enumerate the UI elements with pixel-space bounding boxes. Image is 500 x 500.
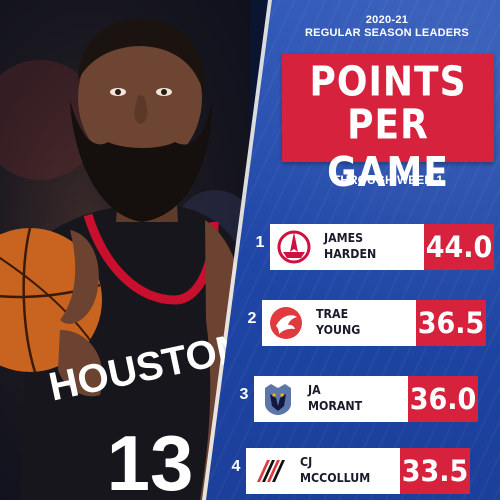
team-logo-box <box>262 300 310 346</box>
team-logo-box <box>246 448 294 494</box>
points-value: 44.0 <box>425 230 493 265</box>
player-first-name: JAMES <box>324 231 364 245</box>
player-first-name: TRAE <box>316 307 349 321</box>
leaders-label: REGULAR SEASON LEADERS <box>305 27 469 39</box>
player-last-name: YOUNG <box>316 323 361 337</box>
rank-number: 3 <box>239 386 249 403</box>
title-line-2: PER GAME <box>327 101 449 197</box>
season-label: 2020-21 <box>365 14 409 26</box>
player-name-box: TRAE YOUNG <box>310 300 416 346</box>
rank-number: 2 <box>247 310 257 327</box>
title-line-1: POINTS <box>309 58 467 107</box>
points-value-box: 36.0 <box>408 376 478 422</box>
blazers-logo-icon <box>253 454 287 488</box>
jersey-number: 13 <box>107 419 194 500</box>
player-name-box: JA MORANT <box>302 376 408 422</box>
player-last-name: HARDEN <box>324 247 377 261</box>
player-first-name: CJ <box>300 455 313 469</box>
points-value-box: 36.5 <box>416 300 486 346</box>
rank-number: 1 <box>255 234 265 251</box>
player-name-box: CJ MCCOLLUM <box>294 448 400 494</box>
hawks-logo-icon <box>270 307 302 339</box>
player-first-name: JA <box>308 383 321 397</box>
team-logo-box <box>254 376 302 422</box>
rank-number: 4 <box>231 458 241 475</box>
points-value-box: 44.0 <box>424 224 494 270</box>
points-value-box: 33.5 <box>400 448 470 494</box>
player-last-name: MORANT <box>308 399 363 413</box>
subtitle: THROUGH WEEK 1 <box>332 173 443 187</box>
points-value: 33.5 <box>401 454 469 489</box>
player-name-box: JAMES HARDEN <box>318 224 424 270</box>
points-value: 36.0 <box>409 382 477 417</box>
team-logo-box <box>270 224 318 270</box>
player-last-name: MCCOLLUM <box>300 471 371 485</box>
grizzlies-logo-icon <box>265 384 291 415</box>
points-value: 36.5 <box>417 306 485 341</box>
rockets-logo-icon <box>277 230 311 264</box>
title-box: POINTS PER GAME <box>282 54 494 196</box>
